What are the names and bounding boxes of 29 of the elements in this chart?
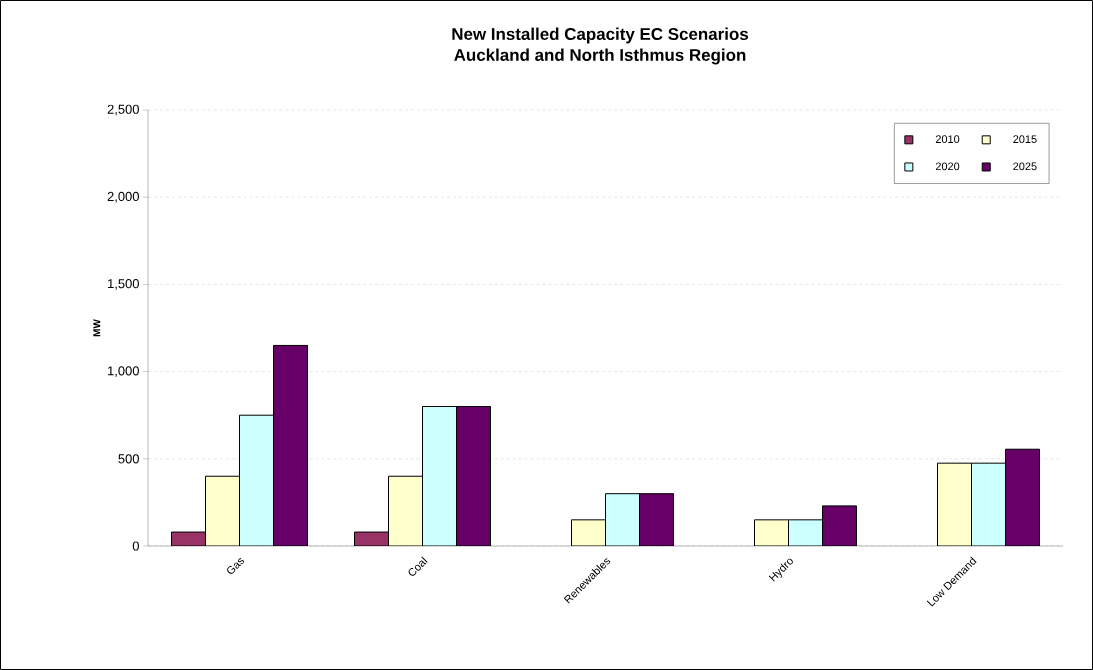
y-tick-label: 1,500 (108, 279, 139, 290)
bar (605, 493, 640, 546)
bar (205, 475, 240, 546)
bar (822, 505, 858, 546)
bar (456, 405, 491, 546)
y-tick-label: 2,000 (107, 191, 139, 203)
bar (388, 475, 423, 546)
y-tick-label: 500 (118, 454, 139, 464)
bar (1005, 448, 1041, 546)
y-tick-label: 1,000 (108, 366, 139, 377)
legend-label: 2025 (1013, 162, 1037, 171)
legend-label: 2010 (935, 135, 960, 144)
bar (239, 414, 274, 546)
bar (639, 493, 674, 546)
bar (571, 519, 606, 546)
x-tick-label: Gas (227, 558, 244, 574)
legend-label: 2015 (1013, 135, 1037, 144)
legend-label: 2020 (935, 162, 960, 171)
y-tick-label: 2,500 (107, 104, 139, 116)
y-tick-label: 0 (132, 541, 139, 551)
bar (754, 519, 790, 546)
bar (937, 462, 973, 546)
bar (971, 462, 1007, 546)
chart-title: New Installed Capacity EC Scenarios (452, 27, 749, 44)
bar (273, 344, 308, 546)
y-axis-title: MW (93, 319, 101, 337)
bar (788, 519, 824, 546)
chart-subtitle: Auckland and North Isthmus Region (454, 48, 746, 65)
bar (422, 405, 457, 546)
